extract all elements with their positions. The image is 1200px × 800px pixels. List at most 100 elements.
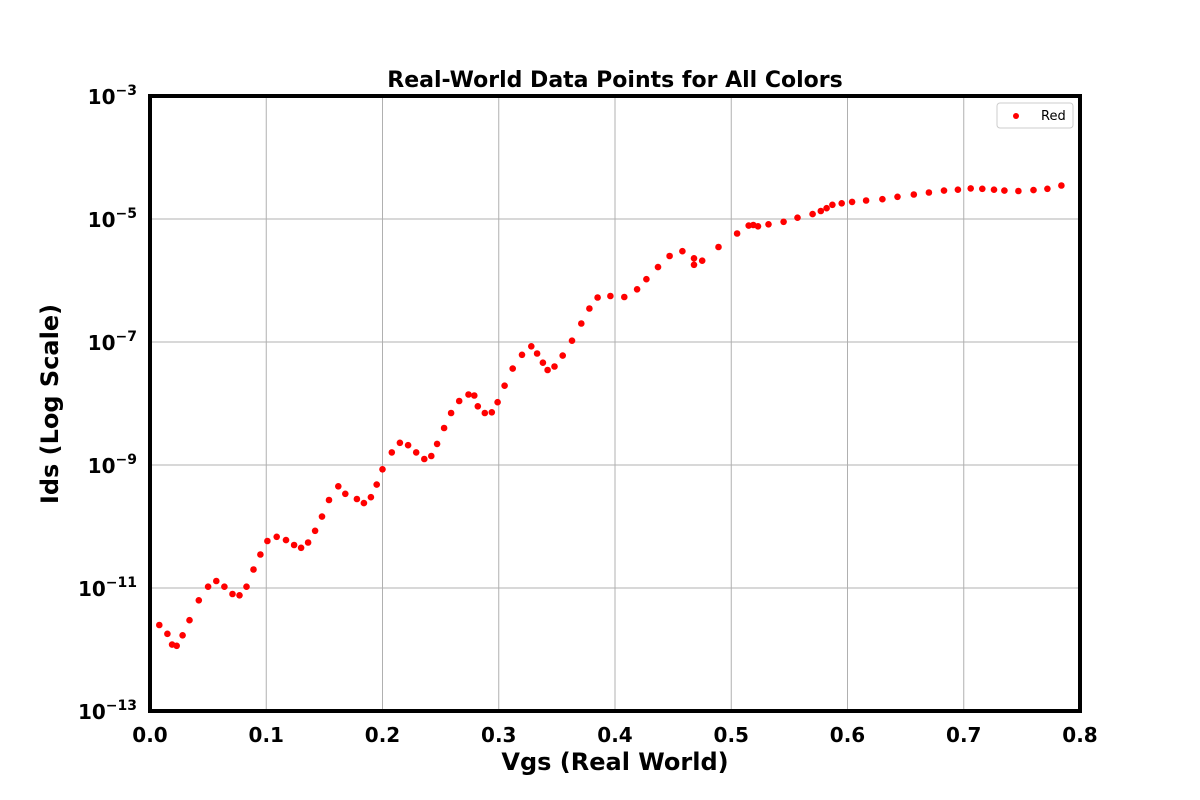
data-point	[559, 352, 566, 359]
data-point	[250, 566, 257, 573]
data-point	[528, 343, 535, 350]
data-point	[715, 243, 722, 251]
data-point	[494, 398, 501, 406]
data-point	[586, 305, 593, 312]
data-point	[568, 337, 576, 345]
data-point	[809, 210, 816, 218]
data-point	[794, 214, 801, 221]
data-point	[838, 200, 845, 207]
data-point	[1030, 186, 1037, 194]
data-point	[388, 449, 396, 456]
data-point	[925, 189, 933, 196]
data-point	[342, 490, 349, 498]
data-point	[823, 204, 830, 212]
data-point	[533, 350, 541, 357]
data-point	[433, 440, 441, 448]
data-point	[990, 186, 998, 193]
x-tick-label: 0.0	[132, 723, 167, 747]
x-ticks: 0.0 0.1 0.2 0.3 0.4 0.5 0.6 0.7 0.8	[132, 723, 1097, 747]
data-point	[465, 391, 472, 398]
data-point	[1001, 187, 1008, 194]
data-point	[954, 186, 962, 193]
data-point	[488, 409, 496, 416]
data-point	[633, 286, 641, 293]
data-point	[862, 197, 870, 204]
data-point	[273, 533, 281, 541]
data-point	[325, 496, 333, 504]
data-point	[551, 363, 558, 370]
y-tick-label: 10−5	[88, 206, 137, 232]
data-point	[621, 293, 628, 301]
data-point	[353, 495, 361, 503]
data-point	[164, 630, 171, 638]
data-point	[236, 592, 243, 599]
data-point	[396, 439, 404, 447]
y-tick-label: 10−13	[78, 698, 137, 724]
data-point	[471, 392, 478, 399]
data-point	[501, 382, 508, 390]
data-point	[421, 455, 428, 463]
data-point	[894, 193, 901, 201]
data-point	[195, 597, 203, 604]
data-point	[186, 616, 193, 624]
data-point	[679, 247, 686, 255]
data-point	[578, 320, 585, 327]
data-point	[594, 294, 601, 301]
data-point	[690, 261, 698, 269]
data-point	[474, 403, 482, 410]
data-point	[179, 632, 186, 639]
data-point	[290, 541, 298, 549]
y-axis-title: Ids (Log Scale)	[36, 304, 64, 504]
data-point	[297, 544, 305, 552]
data-point	[335, 483, 342, 490]
data-points	[156, 182, 1065, 650]
data-point	[518, 351, 526, 359]
x-tick-label: 0.5	[714, 723, 749, 747]
x-tick-label: 0.1	[249, 723, 284, 747]
data-point	[428, 452, 435, 460]
data-point	[229, 590, 236, 598]
data-point	[539, 359, 547, 367]
x-tick-label: 0.6	[830, 723, 865, 747]
data-point	[733, 230, 741, 237]
data-point	[379, 466, 386, 473]
y-tick-label: 10−7	[88, 329, 137, 355]
data-point	[156, 621, 163, 629]
x-axis-title: Vgs (Real World)	[501, 748, 728, 776]
data-point	[221, 583, 228, 590]
data-point	[879, 195, 886, 203]
y-tick-label: 10−9	[88, 452, 137, 478]
data-point	[910, 191, 918, 198]
data-point	[967, 185, 974, 192]
data-point	[311, 527, 319, 535]
legend-marker	[1013, 113, 1019, 119]
legend-label: Red	[1041, 109, 1066, 124]
x-tick-label: 0.2	[365, 723, 400, 747]
data-point	[780, 218, 787, 226]
x-tick-label: 0.8	[1062, 723, 1097, 747]
data-point	[544, 366, 551, 374]
data-point	[455, 397, 463, 405]
data-point	[643, 275, 650, 283]
data-point	[440, 424, 448, 432]
data-point	[367, 493, 375, 501]
data-point	[1044, 185, 1051, 193]
data-point	[257, 551, 264, 558]
data-point	[817, 207, 825, 215]
data-point	[447, 409, 455, 417]
legend: Red	[996, 102, 1074, 129]
x-tick-label: 0.4	[597, 723, 632, 747]
data-point	[412, 449, 420, 456]
data-point	[979, 185, 986, 193]
data-point	[1015, 187, 1022, 195]
chart-title: Real-World Data Points for All Colors	[387, 68, 842, 93]
data-point	[940, 187, 948, 194]
x-tick-label: 0.7	[946, 723, 981, 747]
y-tick-label: 10−11	[78, 575, 137, 601]
data-point	[754, 223, 762, 230]
data-point	[304, 539, 312, 546]
data-point	[318, 513, 326, 520]
data-point	[282, 536, 290, 544]
y-tick-label: 10−3	[88, 83, 137, 109]
